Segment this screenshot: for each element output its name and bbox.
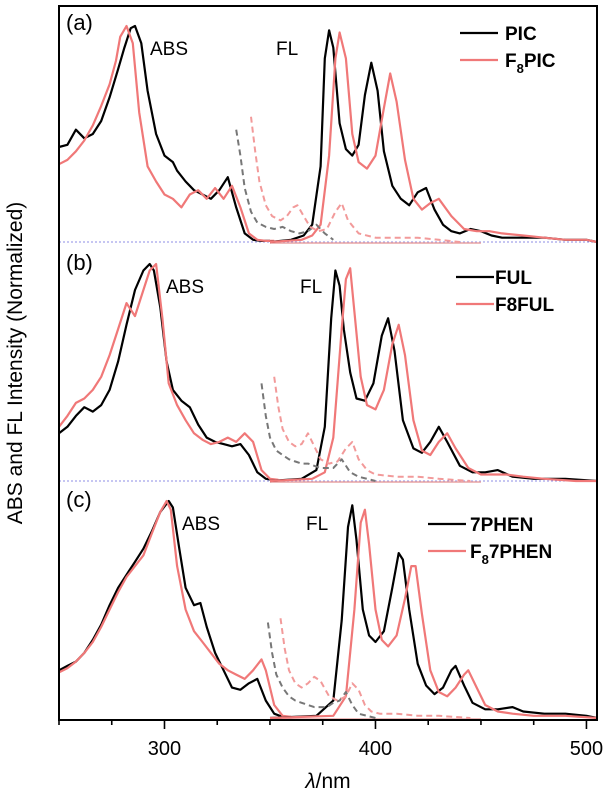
x-tick-label: 300	[148, 738, 181, 760]
series-7phen-fl-dashed-	[266, 622, 376, 719]
x-tick-label: 500	[570, 738, 603, 760]
x-axis-label-unit: /nm	[316, 770, 351, 793]
abs-annotation: ABS	[182, 514, 220, 535]
legend-entry-pic: PIC	[460, 24, 537, 45]
abs-annotation: ABS	[150, 39, 188, 60]
x-axis-ticks: 300 400 500	[58, 720, 603, 760]
legend-entry-7phen: 7PHEN	[428, 515, 533, 536]
legend-entry-f87phen: F87PHEN	[428, 542, 552, 567]
series-f8ful-abs	[58, 262, 279, 481]
legend-label: F8PIC	[505, 51, 556, 76]
panel-label: (b)	[66, 250, 93, 275]
legend-label: F87PHEN	[470, 542, 552, 567]
legend-entry-ful: FUL	[456, 268, 532, 289]
series-pic-fl	[269, 29, 598, 244]
legend-entry-f8pic: F8PIC	[460, 51, 556, 76]
series-ful-fl	[269, 269, 598, 483]
series-7phen-abs	[58, 499, 283, 718]
legend-label: F8FUL	[495, 295, 555, 316]
series-f8pic-fl-dashed-	[250, 116, 461, 243]
panel-label: (c)	[66, 487, 92, 512]
fl-annotation: FL	[276, 39, 298, 60]
panel-label: (a)	[66, 10, 93, 35]
plot-frame	[58, 5, 598, 721]
legend-entry-f8ful: F8FUL	[456, 295, 555, 316]
panel-a: (a) ABS FL PIC F8PIC	[58, 10, 598, 244]
series-f8pic-fl	[269, 31, 598, 244]
x-axis-label-symbol: λ	[304, 770, 315, 793]
series-7phen-fl	[269, 504, 598, 720]
series-f87phen-fl-dashed-	[279, 618, 471, 719]
series-f8pic-abs	[58, 24, 275, 242]
series-f87phen-fl	[269, 508, 598, 720]
panels-layer: (a) ABS FL PIC F8PIC (b) ABS FL FUL F8FUL (c) ABS FL…	[58, 10, 598, 720]
series-pic-fl-dashed-	[235, 129, 334, 241]
abs-annotation: ABS	[166, 277, 204, 298]
x-tick-label: 400	[359, 738, 392, 760]
legend-label: PIC	[505, 24, 537, 45]
y-axis-label: ABS and FL Intensity (Normalized)	[4, 202, 27, 525]
panel-b: (b) ABS FL FUL F8FUL	[58, 250, 598, 483]
series-pic-abs	[58, 24, 270, 242]
series-f87phen-abs	[58, 499, 292, 718]
series-f8ful-fl	[269, 267, 597, 483]
panel-c: (c) ABS FL 7PHEN F87PHEN	[58, 487, 598, 720]
fl-annotation: FL	[306, 514, 328, 535]
series-f8ful-fl-dashed-	[273, 376, 471, 482]
x-axis-label: λ/nm	[304, 770, 350, 793]
legend-label: 7PHEN	[470, 515, 533, 536]
fl-annotation: FL	[300, 277, 322, 298]
legend-label: FUL	[495, 268, 532, 289]
